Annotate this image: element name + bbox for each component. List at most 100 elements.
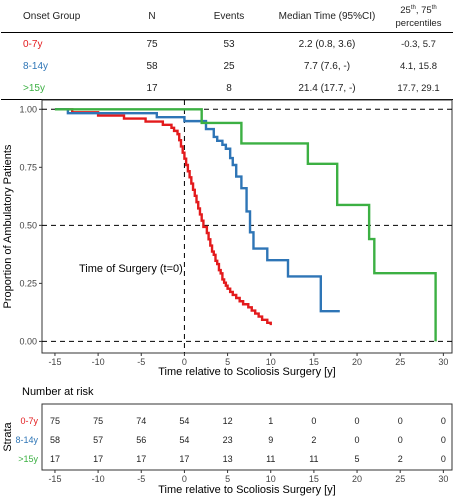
risk-x-tick-label: -10	[92, 474, 105, 484]
risk-count: 0	[441, 435, 446, 445]
header-onset-group: Onset Group	[1, 0, 116, 33]
risk-count: 17	[93, 454, 103, 464]
risk-count: 11	[309, 454, 318, 464]
risk-table-strata-label: Strata	[2, 421, 14, 451]
header-percentiles-line1: 25th, 75th	[385, 2, 452, 17]
header-median-time: Median Time (95%CI)	[270, 0, 384, 33]
pct-75: , 75	[415, 5, 432, 17]
x-tick-label: 20	[352, 357, 362, 367]
y-axis: 0.00 0.25 0.50 0.75 1.00	[19, 104, 42, 346]
x-tick-label: 10	[266, 357, 276, 367]
row-group: 0-7y	[23, 38, 43, 50]
x-tick-label: 5	[225, 357, 230, 367]
y-tick-label: 0.75	[19, 162, 37, 172]
row-median: 21.4 (17.7, -)	[270, 77, 384, 100]
risk-x-tick-label: 30	[438, 474, 448, 484]
risk-count: 0	[441, 454, 446, 464]
row-median: 2.2 (0.8, 3.6)	[298, 38, 356, 50]
summary-header-row: Onset Group N Events Median Time (95%CI)…	[1, 0, 453, 33]
risk-strata-label: >15y	[18, 454, 38, 464]
risk-x-tick-label: 15	[309, 474, 319, 484]
risk-count: 75	[50, 416, 60, 426]
risk-count: 1	[268, 416, 273, 426]
x-tick-label: 30	[438, 357, 448, 367]
risk-count: 0	[355, 435, 360, 445]
risk-count: 13	[223, 454, 233, 464]
row-percentiles: 17.7, 29.1	[384, 77, 453, 100]
risk-count: 0	[311, 416, 316, 426]
x-tick-label: 15	[309, 357, 319, 367]
y-tick-label: 0.00	[19, 336, 37, 346]
risk-count: 74	[136, 416, 146, 426]
row-events: 25	[223, 60, 235, 72]
risk-count: 17	[50, 454, 60, 464]
risk-count: 56	[136, 435, 146, 445]
risk-count: 17	[136, 454, 146, 464]
surgery-annotation: Time of Surgery (t=0)	[79, 263, 183, 275]
header-percentiles: 25th, 75th percentiles	[384, 0, 453, 33]
risk-count: 57	[93, 435, 103, 445]
y-tick-label: 0.50	[19, 220, 37, 230]
km-curve->15y	[54, 108, 437, 342]
header-n: N	[116, 0, 188, 33]
x-tick-label: -15	[48, 357, 61, 367]
risk-x-axis: -15 -10 -5 0 5 10 15 20 25 30	[48, 470, 448, 484]
x-axis-title: Time relative to Scoliosis Surgery [y]	[158, 366, 335, 378]
risk-count: 0	[398, 416, 403, 426]
risk-table-body: 0-7y 75 75 74 54 12 1 0 0 0 0 8-14y 58 57 56 54 23 9 2 0 0 0 >…	[15, 416, 445, 464]
row-group: >15y	[1, 77, 116, 100]
x-tick-label: -5	[137, 357, 145, 367]
row-group: 8-14y	[23, 60, 49, 72]
risk-count: 0	[355, 416, 360, 426]
risk-x-tick-label: 0	[182, 474, 187, 484]
risk-count: 54	[179, 416, 189, 426]
risk-x-tick-label: -5	[137, 474, 145, 484]
row-n: 75	[146, 38, 158, 50]
row-n: 58	[146, 60, 158, 72]
risk-count: 2	[311, 435, 316, 445]
pct-25: 25	[400, 5, 411, 17]
row-n: 17	[116, 77, 188, 100]
risk-strata-label: 0-7y	[20, 416, 38, 426]
row-median: 7.7 (7.6, -)	[303, 60, 351, 72]
risk-count: 58	[50, 435, 60, 445]
header-percentiles-line2: percentiles	[395, 17, 442, 29]
header-events: Events	[188, 0, 270, 33]
x-tick-label: -10	[92, 357, 105, 367]
summary-table: Onset Group N Events Median Time (95%CI)…	[1, 0, 453, 100]
row-events: 8	[188, 77, 270, 100]
risk-count: 12	[223, 416, 233, 426]
risk-count: 9	[268, 435, 273, 445]
plot-area	[42, 100, 452, 353]
risk-count: 5	[355, 454, 360, 464]
x-tick-label: 0	[182, 357, 187, 367]
row-events: 53	[223, 38, 235, 50]
risk-x-tick-label: 10	[266, 474, 276, 484]
pct-sup-th-2: th	[431, 5, 437, 12]
table-row: 8-14y 58 25 7.7 (7.6, -) 4.1, 15.8	[1, 55, 453, 77]
risk-count: 2	[398, 454, 403, 464]
risk-x-tick-label: -15	[48, 474, 61, 484]
km-curve-8-14y	[54, 108, 340, 313]
plot-panel-border	[41, 99, 453, 354]
y-axis-title: Proportion of Ambulatory Patients	[2, 144, 14, 308]
x-tick-label: 25	[395, 357, 405, 367]
risk-x-axis-title: Time relative to Scoliosis Surgery [y]	[158, 484, 335, 496]
risk-x-tick-label: 5	[225, 474, 230, 484]
risk-table-panel	[41, 403, 453, 471]
risk-count: 11	[266, 454, 275, 464]
summary-table-panel: Onset Group N Events Median Time (95%CI)…	[0, 0, 454, 100]
x-axis: -15 -10 -5 0 5 10 15 20 25 30	[48, 353, 448, 367]
y-tick-label: 1.00	[19, 104, 37, 114]
risk-count: 75	[93, 416, 103, 426]
risk-strata-label: 8-14y	[15, 435, 38, 445]
risk-x-tick-label: 25	[395, 474, 405, 484]
y-tick-label: 0.25	[19, 278, 37, 288]
pct-sup-th-1: th	[410, 5, 416, 12]
table-row: >15y 17 8 21.4 (17.7, -) 17.7, 29.1	[1, 77, 453, 100]
risk-count: 23	[223, 435, 233, 445]
risk-count: 17	[179, 454, 189, 464]
risk-count: 0	[398, 435, 403, 445]
risk-table-title: Number at risk	[22, 386, 94, 398]
